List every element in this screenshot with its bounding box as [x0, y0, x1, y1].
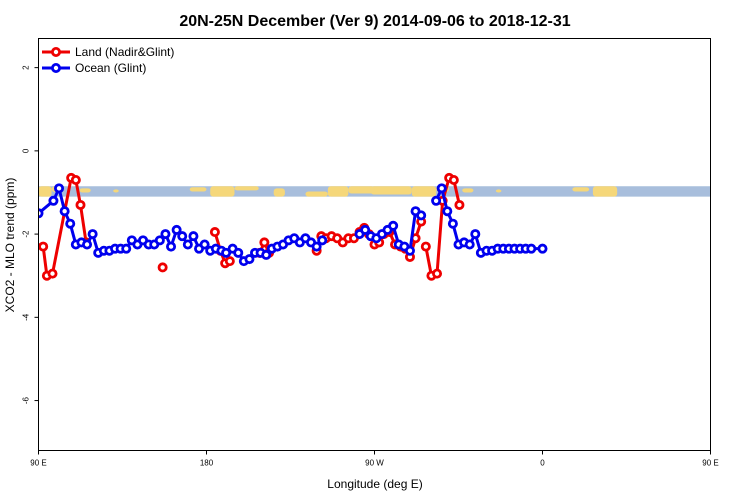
y-tick-label: 2 [22, 65, 31, 70]
x-axis-label: Longitude (deg E) [327, 477, 422, 491]
map-strip-land [210, 186, 235, 197]
data-point [160, 229, 171, 240]
x-tick-label: 0 [540, 459, 545, 468]
y-axis: 2 0 -2 -4 -6 [22, 65, 39, 404]
legend-marker [51, 63, 62, 74]
series-ocean [38, 183, 548, 267]
data-point [442, 206, 453, 217]
legend-item: Land (Nadir&Glint) [42, 45, 174, 59]
data-point [209, 227, 220, 238]
data-point [416, 210, 427, 221]
data-point [404, 245, 415, 256]
x-tick-label: 90 E [702, 459, 718, 468]
y-tick-label: -6 [22, 396, 31, 404]
data-point [317, 235, 328, 246]
map-strip-land [273, 188, 285, 197]
map-strip-land [305, 191, 328, 197]
data-point [82, 239, 93, 250]
map-strip-land [462, 188, 474, 193]
data-point [65, 218, 76, 229]
data-point [311, 241, 322, 252]
data-point [432, 268, 443, 279]
data-point [182, 239, 193, 250]
data-point [199, 239, 210, 250]
data-point [233, 247, 244, 258]
map-strip-land [348, 186, 375, 194]
data-point [154, 235, 165, 246]
data-point [436, 183, 447, 194]
data-point [48, 195, 59, 206]
map-strip-land [189, 187, 207, 192]
data-point [157, 262, 168, 273]
chart-title: 20N-25N December (Ver 9) 2014-09-06 to 2… [179, 13, 570, 30]
data-point [166, 241, 177, 252]
data-point [360, 224, 371, 235]
data-point [454, 199, 465, 210]
map-strip-land [370, 186, 412, 195]
map-strip-land [113, 189, 119, 193]
data-point [54, 183, 65, 194]
y-tick-label: 0 [22, 148, 31, 153]
map-strip-land [327, 186, 349, 197]
legend-marker [51, 47, 62, 58]
data-point [177, 231, 188, 242]
data-point [47, 268, 58, 279]
y-tick-label: -4 [22, 313, 31, 321]
y-axis-label: XCO2 - MLO trend (ppm) [3, 178, 17, 313]
series-layer [38, 172, 548, 281]
data-point [388, 220, 399, 231]
data-point [70, 174, 81, 185]
map-strip [38, 186, 711, 197]
legend-label: Land (Nadir&Glint) [75, 45, 174, 59]
map-strip-land [38, 186, 52, 197]
data-point [38, 241, 49, 252]
data-point [447, 218, 458, 229]
data-point [470, 229, 481, 240]
data-point [261, 249, 272, 260]
map-strip-land [234, 186, 259, 191]
data-point [59, 206, 70, 217]
data-point [259, 237, 270, 248]
x-tick-label: 90 W [365, 459, 384, 468]
data-point [224, 256, 235, 267]
data-point [448, 174, 459, 185]
data-point [221, 247, 232, 258]
map-strip-land [495, 189, 502, 193]
map-strip-land [79, 188, 91, 193]
data-point [75, 199, 86, 210]
x-tick-label: 90 E [30, 459, 46, 468]
map-strip-land [411, 186, 437, 197]
y-tick-label: -2 [22, 230, 31, 238]
data-point [171, 224, 182, 235]
map-strip-land [592, 186, 618, 197]
data-point [420, 241, 431, 252]
data-point [244, 254, 255, 265]
data-point [526, 243, 537, 254]
x-axis: 90 E 180 90 W 0 90 E [30, 450, 719, 468]
map-strip-land [572, 187, 590, 192]
data-point [464, 239, 475, 250]
data-point [121, 243, 132, 254]
data-point [188, 231, 199, 242]
x-tick-label: 180 [200, 459, 214, 468]
data-point [537, 243, 548, 254]
legend: Land (Nadir&Glint) Ocean (Glint) [42, 45, 174, 75]
data-point [87, 229, 98, 240]
legend-item: Ocean (Glint) [42, 61, 146, 75]
data-point [431, 195, 442, 206]
legend-label: Ocean (Glint) [75, 61, 146, 75]
